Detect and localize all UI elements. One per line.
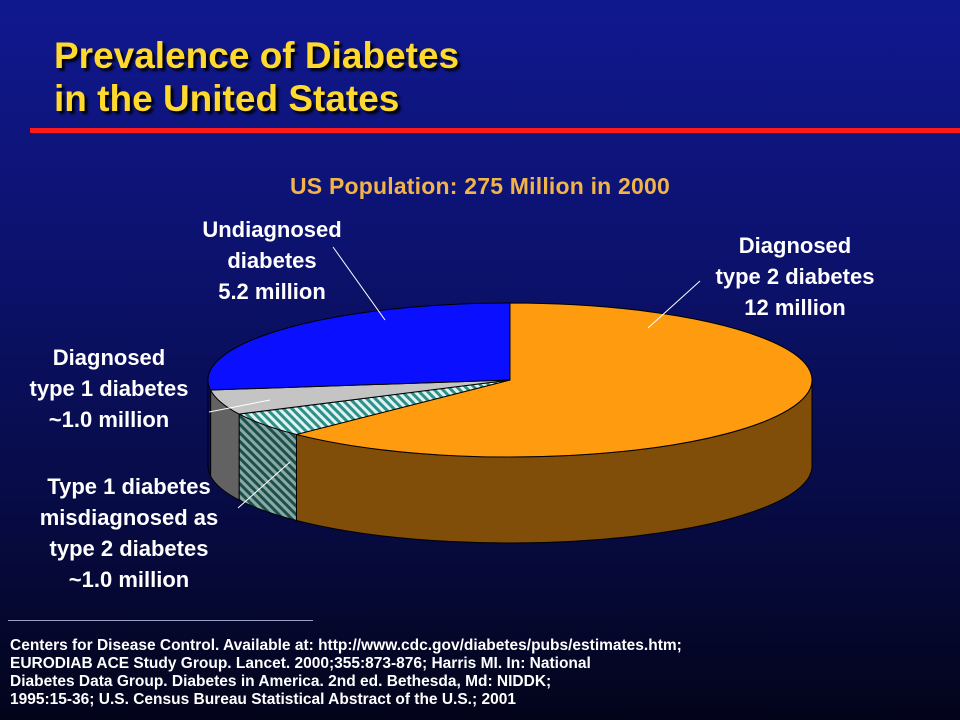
slice-diagnosed-type2-top (296, 302, 813, 458)
label-diagnosed-type1: Diagnosed type 1 diabetes ~1.0 million (29, 345, 189, 432)
title-underline (30, 128, 960, 133)
pie-leader-lines (208, 246, 701, 509)
label-undiagnosed: Undiagnosed diabetes 5.2 million (202, 217, 342, 304)
leader-undiagnosed (332, 246, 386, 321)
label-type1-misdiagnosed: Type 1 diabetes misdiagnosed as type 2 d… (39, 474, 219, 592)
chart-title: US Population: 275 Million in 2000 (290, 173, 670, 199)
slide-title-line-2: in the United States (54, 78, 400, 119)
leader-diagnosed-type1 (208, 399, 271, 413)
sources-divider (8, 620, 313, 621)
slide-title: Prevalence of Diabetes in the United Sta… (54, 34, 459, 120)
leader-diagnosed-type2 (647, 280, 701, 329)
slide-title-line-1: Prevalence of Diabetes (54, 35, 460, 76)
leader-type1-misdiagnosed (237, 461, 291, 509)
slice-undiagnosed-top (207, 302, 511, 391)
sources-line-3: Diabetes Data Group. Diabetes in America… (10, 673, 552, 690)
sources-footnote: Centers for Disease Control. Available a… (10, 637, 950, 709)
sources-line-4: 1995:15-36; U.S. Census Bureau Statistic… (10, 691, 516, 708)
sources-line-1: Centers for Disease Control. Available a… (10, 637, 682, 654)
label-diagnosed-type2: Diagnosed type 2 diabetes 12 million (715, 233, 875, 320)
pie-top-faces (207, 302, 813, 458)
sources-line-2: EURODIAB ACE Study Group. Lancet. 2000;3… (10, 655, 591, 672)
